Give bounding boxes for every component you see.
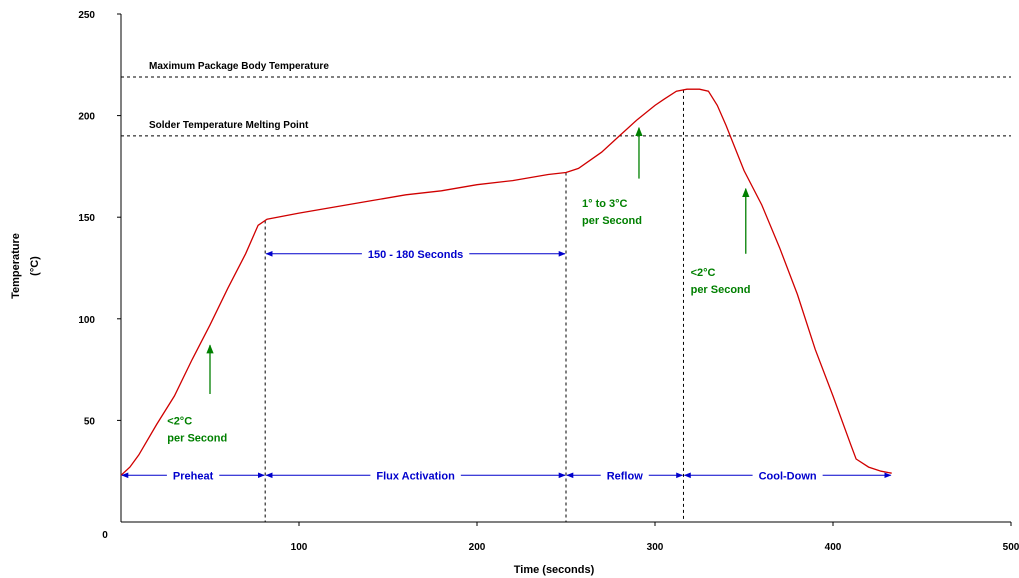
x-axis-label: Time (seconds) (514, 564, 595, 576)
y-tick-label: 250 (78, 10, 95, 21)
reference-lines: Maximum Package Body Temperature Solder T… (121, 61, 1011, 137)
reference-line-label: Maximum Package Body Temperature (149, 61, 329, 72)
axes (120, 14, 1011, 523)
y-tick-label: 50 (84, 416, 96, 427)
phase-label: Reflow (607, 470, 644, 482)
x-tick-label: 500 (1003, 542, 1019, 553)
y-tick-label: 200 (78, 112, 95, 123)
rate-label: per Second (167, 432, 227, 444)
phase-label: Flux Activation (376, 470, 455, 482)
x-tick-label: 400 (825, 542, 842, 553)
y-axis-label-line2: (°C) (29, 256, 41, 276)
temperature-curve (120, 88, 892, 476)
y-ticks: 50 100 150 200 250 (78, 10, 121, 427)
y-axis-label-line1: Temperature (10, 233, 22, 299)
phase-labels: Preheat Flux Activation Reflow Cool-Down (121, 470, 892, 482)
y-tick-label: 100 (78, 315, 95, 326)
y-tick-label: 150 (78, 213, 95, 224)
phase-label: Preheat (173, 470, 214, 482)
duration-annotation: 150 - 180 Seconds (265, 249, 566, 261)
temperature-curve-group (120, 88, 892, 476)
rate-label: <2°C (167, 415, 192, 427)
rate-annotations: <2°C per Second 1° to 3°C per Second <2°C per… (167, 126, 751, 444)
rate-label: per Second (582, 215, 642, 227)
duration-label: 150 - 180 Seconds (368, 249, 463, 261)
rate-label: 1° to 3°C (582, 198, 628, 210)
x-tick-label: 0 (102, 530, 108, 541)
phase-divider-lines (264, 89, 684, 522)
rate-label: per Second (691, 284, 751, 296)
reference-line-label: Solder Temperature Melting Point (149, 120, 309, 131)
x-tick-label: 200 (469, 542, 486, 553)
x-ticks: 0 100 200 300 400 500 (102, 522, 1019, 553)
x-tick-label: 300 (647, 542, 664, 553)
phase-label: Cool-Down (759, 470, 817, 482)
x-tick-label: 100 (291, 542, 308, 553)
rate-label: <2°C (691, 267, 716, 279)
